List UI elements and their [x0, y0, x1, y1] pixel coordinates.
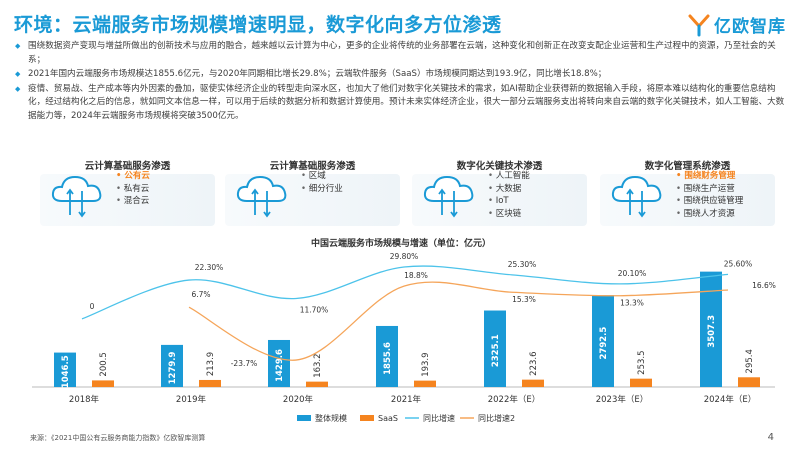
legend-label: 整体规模 [315, 413, 347, 423]
category-items: 围绕财务管理围绕生产运营围绕供应链管理围绕人才资源 [676, 170, 744, 221]
bar-total-size [700, 271, 722, 387]
bullet-list: 围绕数据资产变现与增益所做出的创新技术与应用的融合，越来越以云计算为中心，更多的… [15, 40, 788, 124]
cloud-icon [423, 175, 474, 218]
bar-saas-size [630, 378, 652, 387]
line-growth-total-label: 25.30% [508, 260, 537, 269]
bar-saas-label: 163.2 [313, 353, 323, 377]
category-item: 混合云 [116, 195, 150, 208]
bar-total-size [484, 310, 506, 387]
bullet-item: 2021年国内云端服务市场规模达1855.6亿元，与2020年同期相比增长29.… [15, 68, 788, 82]
logo-icon [688, 14, 710, 36]
category-title: 云计算基础服务渗透 [84, 161, 171, 172]
bar-total-size [268, 339, 290, 387]
category-item: 围绕供应链管理 [676, 195, 744, 208]
bar-total-label: 3507.3 [707, 315, 717, 348]
category-item: IoT [488, 195, 530, 208]
page-title: 环境：云端服务市场规模增速明显，数字化向多方位渗透 [14, 14, 502, 36]
category-item: 细分行业 [301, 183, 343, 196]
bar-total-size [54, 352, 76, 387]
bar-saas-size [92, 380, 114, 387]
bar-total-label: 2792.5 [599, 327, 609, 360]
category-items: 人工智能大数据IoT区块链 [488, 170, 530, 220]
bar-total-label: 2325.1 [491, 334, 501, 367]
category-panel: 数字化关键技术渗透人工智能大数据IoT区块链 [412, 158, 587, 228]
logo: 亿欧智库 [688, 12, 786, 37]
category-item: 人工智能 [488, 170, 530, 183]
bar-total-size [592, 295, 614, 387]
line-growth-saas [188, 281, 729, 361]
category-item: 区域 [301, 170, 343, 183]
line-growth-total-label: 20.10% [618, 269, 647, 278]
category-panel: 云计算基础服务渗透公有云私有云混合云 [40, 158, 215, 228]
legend-label: SaaS [378, 414, 398, 423]
bar-saas-label: 200.5 [99, 352, 109, 376]
line-growth-saas-label: 18.8% [404, 271, 428, 280]
category-item: 私有云 [116, 183, 150, 196]
line-growth-total-label: 11.70% [300, 306, 329, 315]
legend-label: 同比增速2 [478, 413, 515, 423]
category-title: 云计算基础服务渗透 [269, 161, 356, 172]
legend-swatch [297, 415, 311, 421]
legend-swatch [360, 415, 374, 421]
cloud-icon [236, 175, 287, 218]
bullet-item: 围绕数据资产变现与增益所做出的创新技术与应用的融合，越来越以云计算为中心，更多的… [15, 40, 788, 67]
bar-total-size [161, 344, 183, 387]
bar-total-label: 1279.9 [168, 351, 178, 384]
cloud-icon [51, 175, 102, 218]
category-item: 区块链 [488, 208, 530, 221]
x-tick-label: 2023年（E） [596, 394, 649, 405]
page-number: 4 [767, 432, 774, 443]
x-tick-label: 2020年 [283, 394, 314, 405]
line-growth-saas-label: 16.6% [752, 281, 776, 290]
category-title: 数字化关键技术渗透 [456, 161, 543, 172]
logo-text: 亿欧智库 [714, 17, 786, 37]
x-tick-label: 2021年 [391, 394, 422, 405]
line-growth-saas-label: 13.3% [620, 299, 644, 308]
x-tick-label: 2018年 [69, 394, 100, 405]
bar-saas-label: 295.4 [745, 349, 755, 373]
bar-saas-label: 193.9 [421, 352, 431, 376]
line-growth-total-label: 0 [90, 302, 95, 311]
bar-saas-size [522, 379, 544, 387]
bar-total-label: 1855.6 [383, 342, 393, 375]
line-growth-total-label: 22.30% [195, 263, 224, 272]
source-note: 来源：《2021中国公有云服务商能力指数》亿欧智库测算 [30, 434, 206, 442]
bar-saas-label: 223.6 [529, 351, 539, 375]
category-panel: 云计算基础服务渗透区域细分行业 [225, 158, 400, 228]
bar-saas-size [738, 377, 760, 387]
line-growth-saas-label: 6.7% [191, 290, 210, 299]
bar-saas-size [306, 381, 328, 387]
x-tick-label: 2024年（E） [704, 394, 757, 405]
category-items: 区域细分行业 [301, 170, 343, 195]
line-growth-total [81, 265, 729, 320]
category-item: 围绕生产运营 [676, 183, 743, 196]
line-growth-total-label: 29.80% [390, 252, 419, 261]
cloud-icon [611, 175, 662, 218]
category-title: 数字化管理系统渗透 [644, 161, 731, 172]
line-growth-saas-label: -23.7% [231, 359, 258, 368]
category-item: 围绕人才资源 [676, 208, 743, 221]
x-tick-label: 2022年（E） [488, 394, 541, 405]
bar-saas-size [414, 380, 436, 387]
category-items: 公有云私有云混合云 [116, 170, 150, 208]
x-tick-label: 2019年 [176, 394, 207, 405]
bar-saas-label: 213.9 [206, 352, 216, 376]
category-item: 大数据 [488, 183, 530, 196]
bar-total-label: 1429.6 [275, 349, 285, 382]
bar-saas-label: 253.5 [637, 350, 647, 374]
bar-saas-size [199, 379, 221, 387]
category-panel: 数字化管理系统渗透围绕财务管理围绕生产运营围绕供应链管理围绕人才资源 [600, 158, 775, 228]
bullet-item: 疫情、贸易战、生产成本等内外因素的叠加，驱使实体经济企业的转型走向深水区，也加大… [15, 83, 788, 124]
line-growth-saas-label: 15.3% [512, 295, 536, 304]
category-item: 公有云 [116, 170, 150, 183]
chart-title: 中国云端服务市场规模与增速（单位：亿元） [310, 239, 491, 249]
bar-total-size [376, 325, 398, 387]
category-item: 围绕财务管理 [676, 170, 743, 183]
legend-label: 同比增速 [423, 413, 455, 423]
line-growth-total-label: 25.60% [724, 259, 753, 268]
bar-total-label: 1046.5 [61, 355, 71, 388]
